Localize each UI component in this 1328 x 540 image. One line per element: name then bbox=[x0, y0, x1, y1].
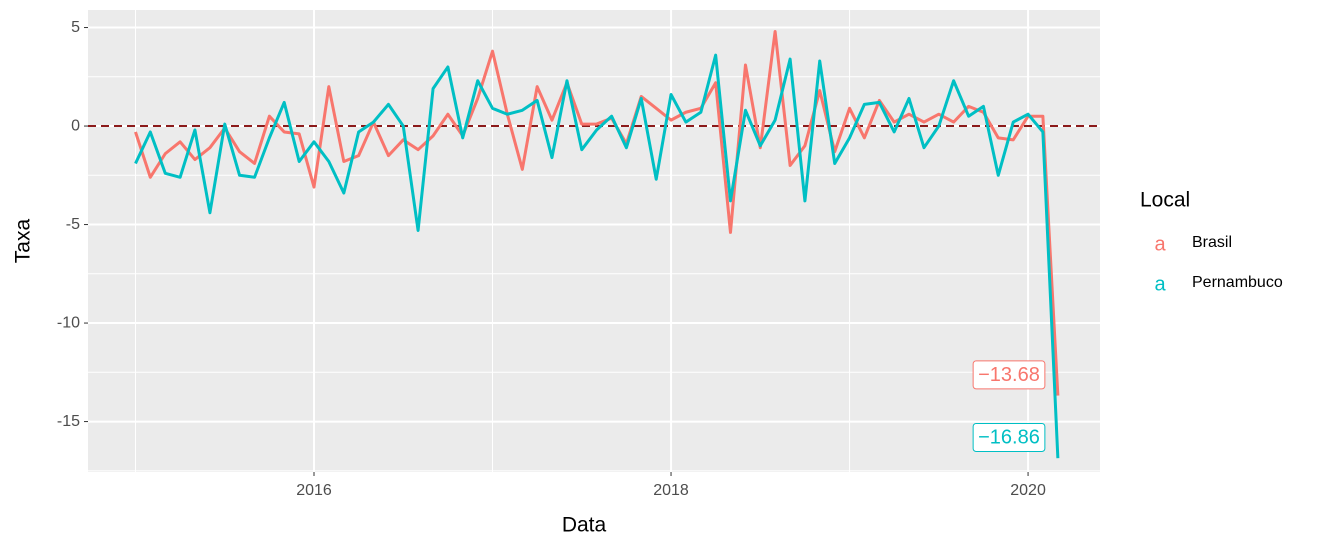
y-tick-label: 0 bbox=[71, 117, 80, 134]
panel bbox=[88, 10, 1100, 472]
series-line bbox=[134, 29, 1060, 396]
end-label: −13.68 bbox=[978, 364, 1040, 386]
y-tick-label: -5 bbox=[66, 216, 80, 233]
legend-key: a bbox=[1154, 233, 1166, 255]
x-tick-label: 2020 bbox=[1010, 482, 1046, 499]
y-tick-label: -10 bbox=[57, 314, 80, 331]
x-tick-label: 2016 bbox=[296, 482, 332, 499]
legend-key: a bbox=[1154, 273, 1166, 295]
legend-label: Pernambuco bbox=[1192, 274, 1283, 291]
x-tick-label: 2018 bbox=[653, 482, 689, 499]
legend-title: Local bbox=[1140, 189, 1190, 212]
y-tick-label: 5 bbox=[71, 19, 80, 36]
end-label-box bbox=[972, 360, 1046, 390]
x-axis-title: Data bbox=[562, 514, 607, 537]
y-tick-label: -15 bbox=[57, 413, 80, 430]
end-label: −16.86 bbox=[978, 426, 1040, 448]
series-line bbox=[134, 53, 1060, 459]
legend-label: Brasil bbox=[1192, 234, 1232, 251]
y-axis-title: Taxa bbox=[12, 219, 35, 264]
end-label-box bbox=[972, 422, 1046, 452]
